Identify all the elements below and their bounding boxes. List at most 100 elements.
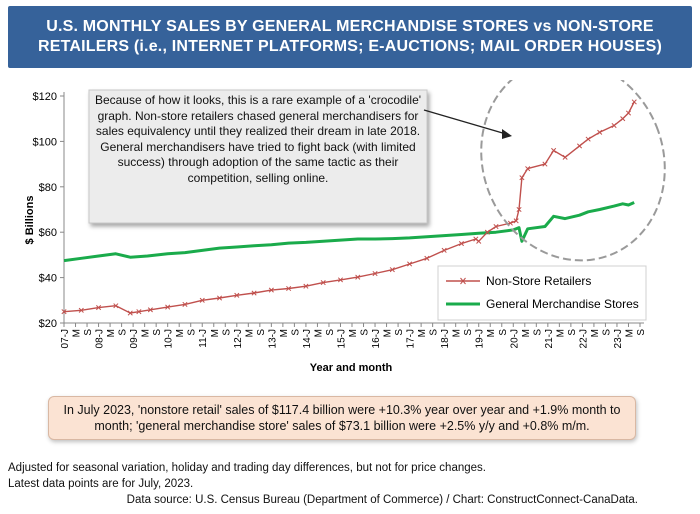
data-point-non-store <box>513 218 519 224</box>
x-tick-label: S <box>325 329 336 336</box>
title-banner: U.S. MONTHLY SALES BY GENERAL MERCHANDIS… <box>8 6 692 68</box>
x-tick-label: M <box>555 329 566 337</box>
annotation-text: Because of how it looks, this is a rare … <box>94 93 422 185</box>
data-point-non-store <box>542 161 548 167</box>
x-tick-label: S <box>290 329 301 336</box>
data-point-non-store <box>620 116 626 122</box>
x-tick-label: 17-J <box>406 329 417 348</box>
x-tick-labels: 07-J M S 08-J M S 09-J M S 10-J M S 11-J M S 12-J M S 13-J… <box>60 323 647 348</box>
x-tick-label: S <box>118 329 129 336</box>
data-point-non-store <box>355 274 361 280</box>
data-point-non-store <box>585 136 591 142</box>
x-tick-label: S <box>221 329 232 336</box>
legend-label: General Merchandise Stores <box>486 297 639 311</box>
data-point-non-store <box>441 247 447 253</box>
x-tick-label: S <box>567 329 578 336</box>
x-tick-label: M <box>313 329 324 337</box>
y-tick-label: $120 <box>33 91 57 103</box>
x-tick-label: M <box>141 329 152 337</box>
footnote-latest: Latest data points are for July, 2023. <box>8 478 194 490</box>
x-tick-label: 18-J <box>440 329 451 348</box>
x-tick-label: S <box>394 329 405 336</box>
x-tick-label: S <box>256 329 267 336</box>
footnote-adjustment: Adjusted for seasonal variation, holiday… <box>8 462 486 474</box>
x-tick-label: 10-J <box>164 329 175 348</box>
x-tick-label: 22-J <box>578 329 589 348</box>
x-tick-label: 14-J <box>302 329 313 348</box>
data-point-non-store <box>286 285 292 292</box>
data-point-non-store <box>96 305 102 311</box>
chart-axes <box>63 92 644 324</box>
annotation-arrow <box>423 109 512 139</box>
summary-box: In July 2023, 'nonstore retail' sales of… <box>48 396 636 440</box>
data-point-non-store <box>493 223 499 230</box>
y-tick-label: $60 <box>39 227 57 239</box>
x-tick-label: 20-J <box>509 329 520 348</box>
x-tick-label: S <box>532 329 543 336</box>
x-tick-label: M <box>279 329 290 337</box>
data-point-non-store <box>576 143 583 149</box>
x-tick-label: M <box>452 329 463 337</box>
source-note: Data source: U.S. Census Bureau (Departm… <box>126 494 638 506</box>
data-point-non-store <box>216 295 223 301</box>
x-tick-label: M <box>244 329 255 337</box>
x-tick-label: 16-J <box>371 329 382 348</box>
series-layer <box>61 99 637 316</box>
x-tick-label: S <box>187 329 198 336</box>
y-tick-label: $80 <box>39 182 57 194</box>
x-tick-label: M <box>521 329 532 337</box>
x-tick-label: M <box>417 329 428 337</box>
y-tick-label: $40 <box>39 273 57 285</box>
x-tick-label: S <box>152 329 163 336</box>
x-tick-label: S <box>601 329 612 336</box>
data-point-non-store <box>597 129 603 135</box>
data-point-non-store <box>199 297 205 303</box>
x-tick-label: 15-J <box>336 329 347 348</box>
y-tick-labels: $20 $40 $60 $80 $100 $120 <box>33 91 64 330</box>
data-point-non-store <box>516 206 522 213</box>
data-point-non-store <box>407 261 413 267</box>
data-point-non-store <box>525 166 531 172</box>
x-tick-label: M <box>106 329 117 337</box>
x-axis-title: Year and month <box>310 362 393 374</box>
data-point-non-store <box>251 290 257 296</box>
chart-plot: 07-J M S 08-J M S 09-J M S 10-J M S 11-J M S 12-J M S 13-J… <box>24 80 666 374</box>
data-point-non-store <box>484 229 490 235</box>
data-point-non-store <box>78 307 84 313</box>
y-tick-label: $20 <box>39 318 57 330</box>
data-point-non-store <box>389 267 395 273</box>
x-tick-label: 21-J <box>544 329 555 348</box>
y-tick-label: $100 <box>33 136 57 148</box>
data-point-non-store <box>625 110 632 116</box>
data-point-non-store <box>234 292 240 298</box>
annotation-box: Because of how it looks, this is a rare … <box>88 89 428 224</box>
data-point-non-store <box>182 301 188 307</box>
data-point-non-store <box>303 283 309 289</box>
data-point-non-store <box>458 240 464 247</box>
legend-item-general-merchandise: General Merchandise Stores <box>446 297 639 311</box>
x-tick-label: 23-J <box>613 329 624 348</box>
data-point-non-store <box>562 154 568 160</box>
highlight-ellipse <box>480 80 666 262</box>
series-line-general-merchandise <box>63 201 635 263</box>
x-tick-label: S <box>636 329 647 336</box>
data-point-non-store <box>268 287 274 293</box>
x-tick-label: M <box>72 329 83 337</box>
data-point-non-store <box>113 303 119 309</box>
x-tick-label: 12-J <box>233 329 244 348</box>
data-point-non-store <box>424 255 430 261</box>
series-line-non-store <box>63 101 635 314</box>
x-tick-label: M <box>624 329 635 337</box>
x-tick-label: M <box>348 329 359 337</box>
x-tick-label: S <box>83 329 94 336</box>
legend: Non-Store Retailers General Merchandise S… <box>437 265 647 321</box>
data-point-non-store <box>337 277 344 283</box>
x-tick-label: S <box>429 329 440 336</box>
data-point-non-store <box>320 280 326 286</box>
x-tick-label: M <box>383 329 394 337</box>
data-point-non-store <box>61 309 67 315</box>
data-point-non-store <box>136 309 142 315</box>
data-point-non-store <box>551 147 557 154</box>
x-tick-label: 07-J <box>60 329 71 348</box>
chart-title: U.S. MONTHLY SALES BY GENERAL MERCHANDIS… <box>37 18 663 55</box>
